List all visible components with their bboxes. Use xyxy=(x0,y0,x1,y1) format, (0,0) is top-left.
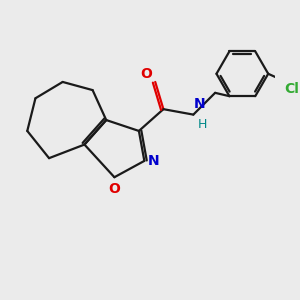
Text: N: N xyxy=(148,154,159,168)
Text: H: H xyxy=(197,118,207,131)
Text: Cl: Cl xyxy=(284,82,299,96)
Text: O: O xyxy=(109,182,120,196)
Text: O: O xyxy=(141,67,152,81)
Text: N: N xyxy=(193,97,205,110)
